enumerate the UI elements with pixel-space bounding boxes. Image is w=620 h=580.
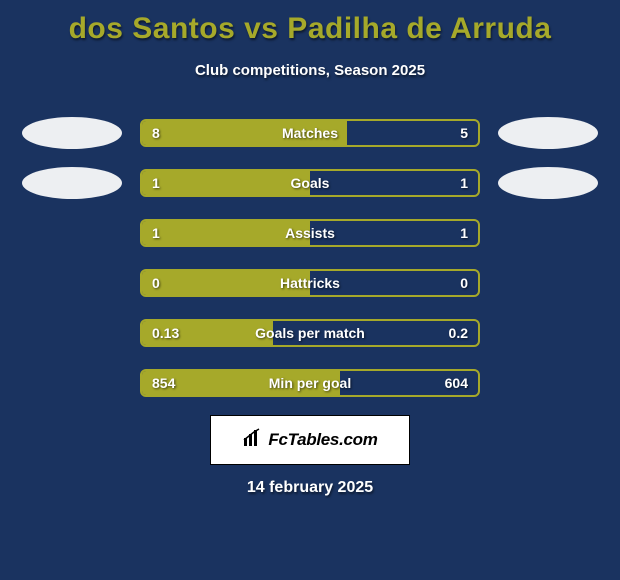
player-left-oval (22, 167, 122, 199)
oval-spacer (22, 267, 122, 299)
player-right-oval (498, 117, 598, 149)
stat-bar: 00Hattricks (140, 269, 480, 297)
stat-label: Goals per match (142, 321, 478, 345)
oval-spacer (498, 217, 598, 249)
oval-spacer (22, 317, 122, 349)
logo-box[interactable]: FcTables.com (210, 415, 410, 465)
stat-label: Min per goal (142, 371, 478, 395)
logo-chart-icon (242, 428, 262, 453)
stat-label: Hattricks (142, 271, 478, 295)
player-right-oval (498, 167, 598, 199)
page-title: dos Santos vs Padilha de Arruda (0, 0, 620, 46)
stat-row: 00Hattricks (0, 267, 620, 299)
stat-row: 11Goals (0, 167, 620, 199)
stat-row: 11Assists (0, 217, 620, 249)
oval-spacer (498, 367, 598, 399)
stat-bar: 85Matches (140, 119, 480, 147)
oval-spacer (498, 317, 598, 349)
stat-row: 854604Min per goal (0, 367, 620, 399)
date: 14 february 2025 (0, 479, 620, 497)
stat-label: Goals (142, 171, 478, 195)
stat-label: Matches (142, 121, 478, 145)
oval-spacer (22, 367, 122, 399)
stat-bar: 11Assists (140, 219, 480, 247)
player-left-oval (22, 117, 122, 149)
subtitle: Club competitions, Season 2025 (0, 62, 620, 79)
stat-bar: 11Goals (140, 169, 480, 197)
stat-rows: 85Matches 11Goals 11Assists 00Hattricks 0.13… (0, 117, 620, 399)
stat-bar: 0.130.2Goals per match (140, 319, 480, 347)
stat-row: 0.130.2Goals per match (0, 317, 620, 349)
stat-bar: 854604Min per goal (140, 369, 480, 397)
oval-spacer (22, 217, 122, 249)
oval-spacer (498, 267, 598, 299)
stat-label: Assists (142, 221, 478, 245)
stat-row: 85Matches (0, 117, 620, 149)
logo-text: FcTables.com (268, 430, 377, 450)
